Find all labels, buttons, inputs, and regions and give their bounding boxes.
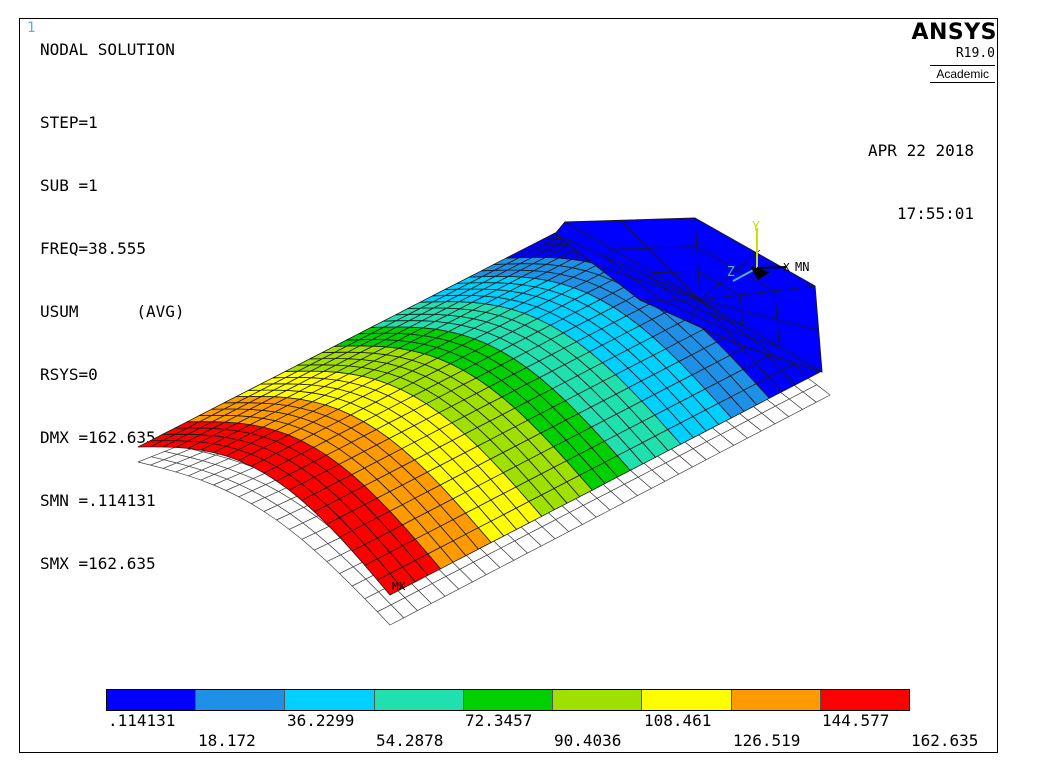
- legend-swatch-5: [463, 690, 554, 710]
- legend-swatch-3: [285, 690, 375, 710]
- legend-swatch-8: [731, 690, 821, 710]
- ansys-logo: ANSYS R19.0 Academic: [905, 20, 997, 83]
- legend-label-7: 108.461: [644, 711, 712, 730]
- legend-swatch-2: [196, 690, 286, 710]
- info-smx: SMX =162.635: [40, 554, 156, 573]
- info-frequency: FREQ=38.555: [40, 239, 146, 258]
- cap-region: [554, 217, 823, 373]
- max-marker: MX: [392, 580, 406, 593]
- plot-title: NODAL SOLUTION: [40, 40, 175, 59]
- window-number: 1: [27, 20, 36, 36]
- logo-name: ANSYS: [911, 20, 997, 45]
- legend-label-2: 18.172: [198, 731, 256, 750]
- plot-date: APR 22 2018: [868, 141, 974, 160]
- plot-time: 17:55:01: [896, 204, 974, 223]
- legend-label-1: .114131: [108, 711, 176, 730]
- legend-swatch-7: [642, 690, 732, 710]
- triad-y-label: Y: [752, 220, 760, 235]
- info-rsys: RSYS=0: [40, 365, 98, 384]
- mesh-element: [802, 384, 831, 403]
- legend-swatch-4: [374, 690, 464, 710]
- legend-label-3: 36.2299: [287, 711, 355, 730]
- info-dmx: DMX =162.635: [40, 428, 156, 447]
- legend-swatch-1: [107, 690, 197, 710]
- logo-version: R19.0: [955, 46, 995, 61]
- legend-label-10: 162.635: [911, 731, 979, 750]
- date-time: APR 22 2018 17:55:01: [838, 98, 974, 245]
- graphics-window[interactable]: [19, 18, 998, 753]
- min-marker: MN: [795, 260, 809, 274]
- triad-x-label: X: [783, 261, 790, 274]
- legend-label-9: 144.577: [822, 711, 890, 730]
- solution-info: STEP=1 SUB =1 FREQ=38.555 USUM (AVG) RSY…: [40, 70, 185, 595]
- axis-triad: Y Z X: [727, 220, 790, 282]
- legend-label-8: 126.519: [733, 731, 801, 750]
- contour-legend-bar: [106, 689, 910, 711]
- triad-z-label: Z: [727, 265, 735, 280]
- legend-swatch-6: [553, 690, 643, 710]
- legend-label-5: 72.3457: [465, 711, 533, 730]
- legend-swatch-9: [820, 690, 909, 710]
- info-result-item: USUM (AVG): [40, 302, 185, 321]
- legend-label-6: 90.4036: [554, 731, 622, 750]
- legend-label-4: 54.2878: [376, 731, 444, 750]
- info-substep: SUB =1: [40, 176, 98, 195]
- info-smn: SMN =.114131: [40, 491, 156, 510]
- info-step: STEP=1: [40, 113, 98, 132]
- logo-license: Academic: [930, 65, 995, 83]
